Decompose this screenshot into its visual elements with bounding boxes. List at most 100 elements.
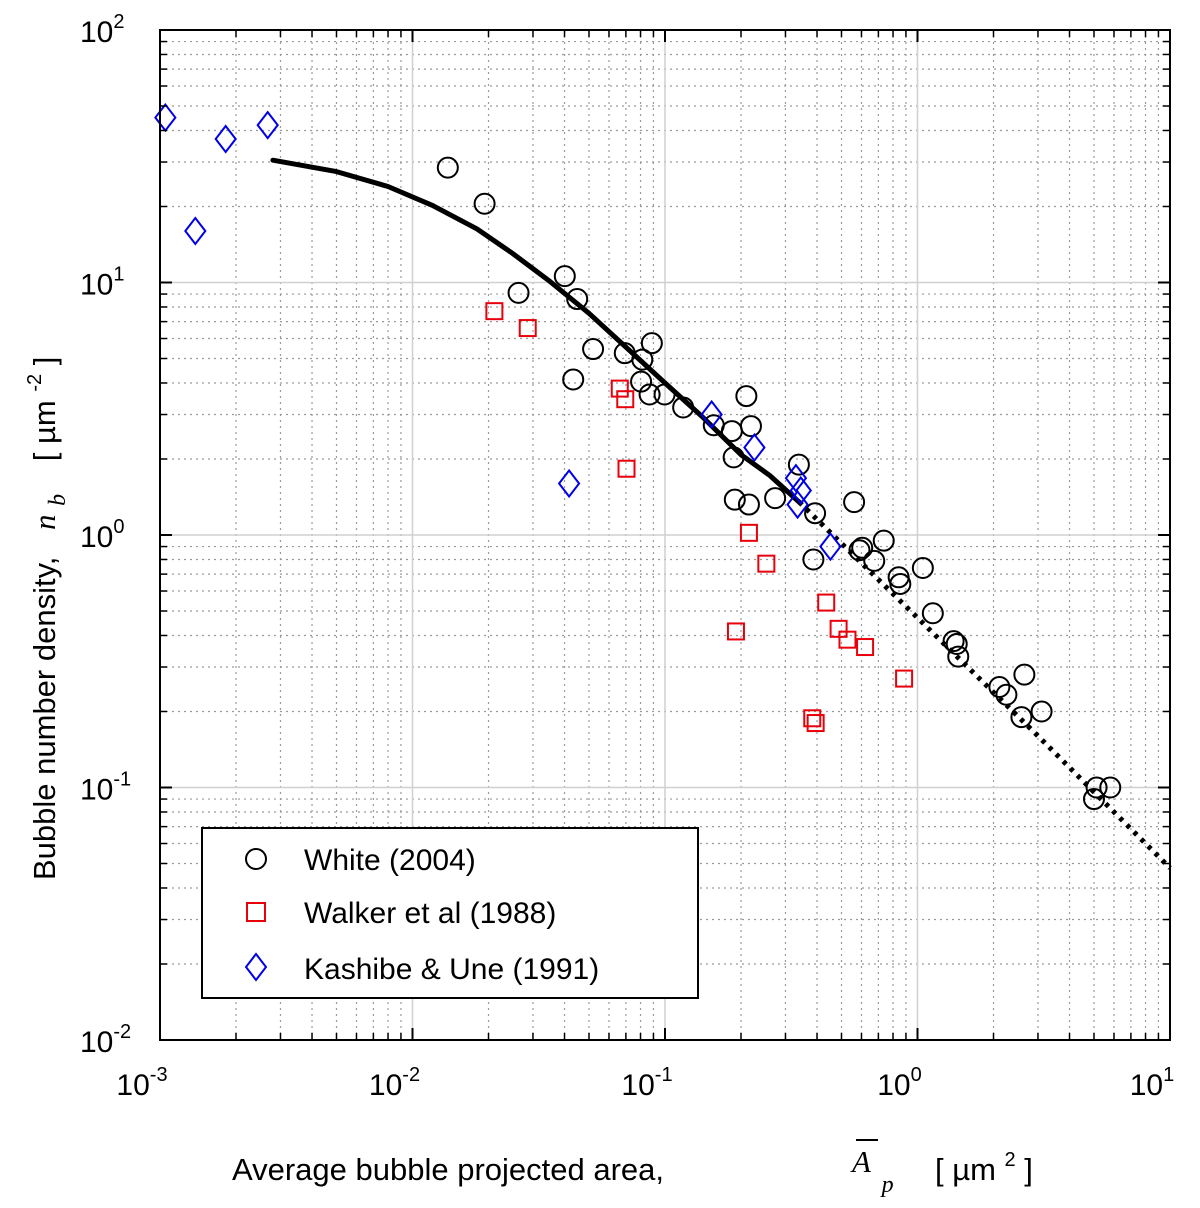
white-2004-point — [507, 281, 530, 304]
white-2004-point — [872, 529, 895, 552]
y-tick-base: 10 — [80, 16, 113, 49]
legend-box — [201, 827, 699, 999]
walker-1988-point — [610, 379, 629, 398]
x-tick-base: 10 — [877, 1069, 910, 1102]
white-2004-point — [988, 676, 1011, 699]
y-tick-exponent: -2 — [113, 1021, 131, 1043]
white-2004-point — [653, 383, 676, 406]
x-axis-symbol: A — [850, 1144, 872, 1179]
white-2004-point — [995, 683, 1018, 706]
x-axis-label-text: Average bubble projected area, — [232, 1152, 664, 1187]
x-tick-base: 10 — [369, 1069, 402, 1102]
x-axis-unit-open: [ µm — [935, 1152, 996, 1187]
walker-1988-point — [806, 714, 825, 733]
walker-1988-point — [757, 554, 776, 573]
white-2004-point — [848, 539, 871, 562]
white-2004-point — [640, 332, 663, 355]
y-tick-base: 10 — [80, 521, 113, 554]
walker-1988-point — [895, 669, 914, 688]
x-axis-unit-close: ] — [1024, 1152, 1033, 1187]
white-2004-point — [553, 265, 576, 288]
legend-entry-walker: Walker et al (1988) — [246, 897, 556, 930]
walker-1988-point — [803, 709, 822, 728]
y-axis-label: Bubble number density, n b [ µm -2 ] — [13, 357, 72, 880]
x-tick-base: 10 — [621, 1069, 654, 1102]
legend-entry-white: White (2004) — [245, 844, 476, 877]
walker-1988-point — [518, 319, 537, 338]
y-tick-base: 10 — [80, 269, 113, 302]
white-2004-point — [942, 630, 965, 653]
white-2004-point — [804, 502, 827, 525]
kashibe-une-1991-point — [214, 124, 237, 154]
x-tick-base: 10 — [1130, 1069, 1163, 1102]
walker-1988-point — [838, 630, 857, 649]
kashibe-une-1991-point — [184, 216, 207, 246]
white-2004-point — [722, 446, 745, 469]
legend: White (2004) Walker et al (1988) Kashibe… — [201, 827, 699, 999]
walker-1988-point — [856, 638, 875, 657]
y-axis-unit-close: ] — [27, 357, 62, 366]
white-2004-point — [562, 368, 585, 391]
kashibe-une-1991-point — [789, 475, 813, 506]
white-2004-point — [889, 572, 912, 595]
walker-1988-point — [616, 390, 635, 409]
white-2004-point — [1013, 663, 1036, 686]
y-tick-exponent: 2 — [113, 11, 124, 33]
kashibe-une-1991-point — [784, 463, 808, 493]
white-2004-point — [911, 557, 934, 580]
y-axis-unit-open: [ µm — [27, 400, 62, 461]
y-tick-label: 100 — [80, 516, 125, 554]
kashibe-une-1991-point — [743, 432, 766, 463]
y-axis-label-text: Bubble number density, — [27, 557, 62, 880]
x-axis-label: Average bubble projected area, A p [ µm … — [232, 1138, 1033, 1199]
y-axis-unit-exp: -2 — [24, 374, 46, 392]
white-2004-point — [739, 415, 762, 438]
white-2004-point — [630, 370, 653, 393]
x-tick-label: 100 — [877, 1064, 922, 1102]
white-2004-point — [802, 548, 825, 571]
x-tick-label: 10-3 — [116, 1064, 167, 1102]
x-tick-label: 10-2 — [369, 1064, 420, 1102]
white-2004-point — [436, 156, 459, 179]
white-2004-point — [473, 192, 496, 215]
white-2004-point — [1085, 776, 1108, 799]
walker-1988-point — [726, 622, 745, 641]
white-2004-point — [737, 493, 760, 516]
white-2004-point — [1082, 788, 1105, 811]
y-tick-label: 10-2 — [80, 1021, 131, 1059]
y-tick-base: 10 — [80, 1026, 113, 1059]
y-tick-label: 10-1 — [80, 769, 131, 807]
y-tick-label: 101 — [80, 264, 125, 302]
x-tick-exponent: 0 — [911, 1064, 922, 1086]
walker-1988-point — [617, 459, 636, 478]
white-2004-point — [843, 491, 866, 514]
walker-1988-point — [817, 593, 836, 612]
x-tick-label: 101 — [1130, 1064, 1175, 1102]
white-2004-point — [638, 383, 661, 406]
data-markers — [154, 102, 1122, 811]
legend-circle-marker — [245, 848, 267, 870]
y-tick-exponent: 0 — [113, 516, 124, 538]
white-2004-point — [1099, 776, 1122, 799]
kashibe-une-1991-point — [256, 110, 279, 140]
x-tick-exponent: 1 — [1163, 1064, 1174, 1086]
x-tick-base: 10 — [116, 1069, 149, 1102]
legend-label-walker: Walker et al (1988) — [304, 897, 556, 930]
legend-diamond-marker — [244, 952, 268, 982]
white-2004-point — [1030, 700, 1053, 723]
white-2004-point — [921, 602, 944, 625]
legend-label-white: White (2004) — [304, 844, 476, 877]
x-tick-exponent: -1 — [655, 1064, 673, 1086]
white-2004-point — [735, 385, 758, 408]
white-2004-point — [566, 288, 589, 311]
white-2004-point — [582, 338, 605, 361]
x-tick-label: 10-1 — [621, 1064, 672, 1102]
x-tick-exponent: -2 — [402, 1064, 420, 1086]
white-2004-point — [851, 536, 874, 559]
x-axis-subscript: p — [880, 1172, 894, 1198]
white-2004-point — [863, 549, 886, 572]
y-tick-label: 102 — [80, 11, 125, 49]
white-2004-point — [672, 396, 695, 419]
